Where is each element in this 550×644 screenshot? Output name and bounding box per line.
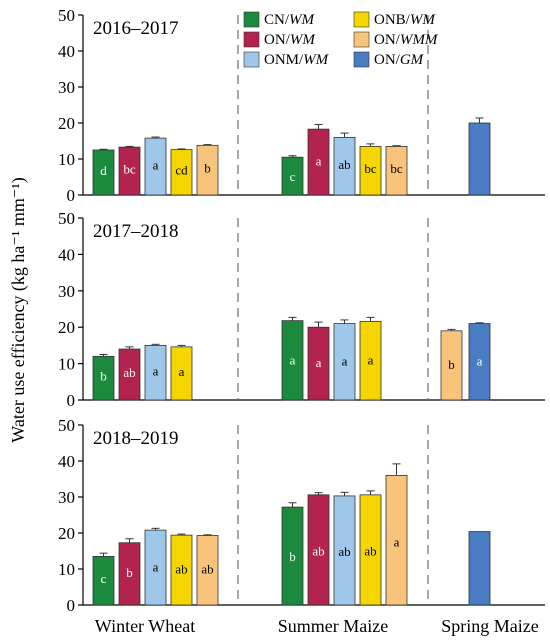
x-group-label: Spring Maize: [441, 616, 538, 636]
bar-significance-letter: a: [316, 355, 322, 370]
bar-significance-letter: a: [368, 353, 374, 368]
y-tick-label: 20: [58, 114, 75, 133]
bar: [468, 122, 491, 196]
y-tick-label: 20: [58, 318, 75, 337]
y-tick-label: 40: [58, 452, 75, 471]
y-tick-label: 0: [67, 596, 76, 615]
bar: [468, 531, 491, 606]
legend-label-italic: WM: [303, 52, 329, 68]
legend-label: ON/WM: [264, 32, 316, 48]
legend-label-main: ON/: [264, 32, 291, 48]
bar-significance-letter: a: [153, 363, 159, 378]
legend-label-main: ONB/: [374, 12, 411, 28]
bar-significance-letter: b: [100, 368, 107, 383]
y-tick-label: 40: [58, 42, 75, 61]
bar-significance-letter: bc: [390, 161, 403, 176]
bar-significance-letter: a: [342, 354, 348, 369]
legend-label: ON/GM: [374, 52, 425, 68]
legend-swatch: [353, 31, 370, 48]
bar-significance-letter: bc: [364, 161, 377, 176]
bar-significance-letter: ab: [201, 562, 213, 577]
legend-swatch: [243, 31, 260, 48]
legend-label-italic: WMM: [400, 32, 439, 48]
legend-label-italic: WM: [289, 12, 315, 28]
legend-label: CN/WM: [264, 12, 316, 28]
bar-significance-letter: d: [100, 163, 107, 178]
bar-significance-letter: ab: [338, 157, 350, 172]
legend-swatch: [243, 11, 260, 28]
bar-significance-letter: ab: [364, 543, 376, 558]
y-tick-label: 30: [58, 78, 75, 97]
bar-significance-letter: a: [477, 354, 483, 369]
bar-significance-letter: ab: [123, 365, 135, 380]
legend-label-italic: WM: [290, 32, 316, 48]
legend-swatch: [353, 11, 370, 28]
bar-significance-letter: a: [153, 157, 159, 172]
legend-label: ONB/WM: [374, 12, 436, 28]
legend-label-main: ON/: [374, 32, 401, 48]
bar-significance-letter: b: [448, 357, 455, 372]
bar-significance-letter: ab: [175, 562, 187, 577]
bar-significance-letter: c: [101, 571, 107, 586]
x-group-label: Summer Maize: [278, 616, 388, 636]
y-tick-label: 40: [58, 245, 75, 264]
legend-label-main: ONM/: [264, 52, 304, 68]
legend-label: ONM/WM: [264, 52, 330, 68]
y-axis-title: Water use efficiency (kg ha⁻¹ mm⁻¹): [8, 177, 29, 442]
bar-significance-letter: b: [204, 161, 211, 176]
bar-significance-letter: c: [290, 169, 296, 184]
bar-significance-letter: bc: [123, 161, 136, 176]
bar-significance-letter: a: [290, 352, 296, 367]
y-tick-label: 50: [58, 6, 75, 25]
legend-label-main: CN/: [264, 12, 290, 28]
y-tick-label: 10: [58, 150, 75, 169]
bar-significance-letter: a: [179, 364, 185, 379]
legend-label-italic: GM: [400, 52, 425, 68]
y-tick-label: 50: [58, 416, 75, 435]
bar-significance-letter: a: [394, 535, 400, 550]
bar-significance-letter: b: [289, 549, 296, 564]
legend-swatch: [353, 51, 370, 68]
bar-significance-letter: ab: [312, 543, 324, 558]
bar-significance-letter: a: [316, 153, 322, 168]
bar-significance-letter: a: [153, 559, 159, 574]
y-tick-label: 30: [58, 282, 75, 301]
y-tick-label: 20: [58, 524, 75, 543]
panel-title: 2018–2019: [93, 428, 179, 449]
bar-significance-letter: cd: [175, 163, 188, 178]
legend-label-main: ON/: [374, 52, 401, 68]
y-tick-label: 0: [67, 186, 76, 205]
y-tick-label: 10: [58, 355, 75, 374]
y-tick-label: 10: [58, 560, 75, 579]
legend-label-italic: WM: [410, 12, 436, 28]
bar-significance-letter: b: [126, 565, 133, 580]
bar-significance-letter: ab: [338, 544, 350, 559]
x-group-label: Winter Wheat: [95, 616, 195, 636]
legend-swatch: [243, 51, 260, 68]
y-tick-label: 50: [58, 209, 75, 228]
y-tick-label: 30: [58, 488, 75, 507]
legend-label: ON/WMM: [374, 32, 439, 48]
panel-title: 2017–2018: [93, 221, 179, 242]
panel-title: 2016–2017: [93, 18, 179, 39]
y-tick-label: 0: [67, 391, 76, 410]
